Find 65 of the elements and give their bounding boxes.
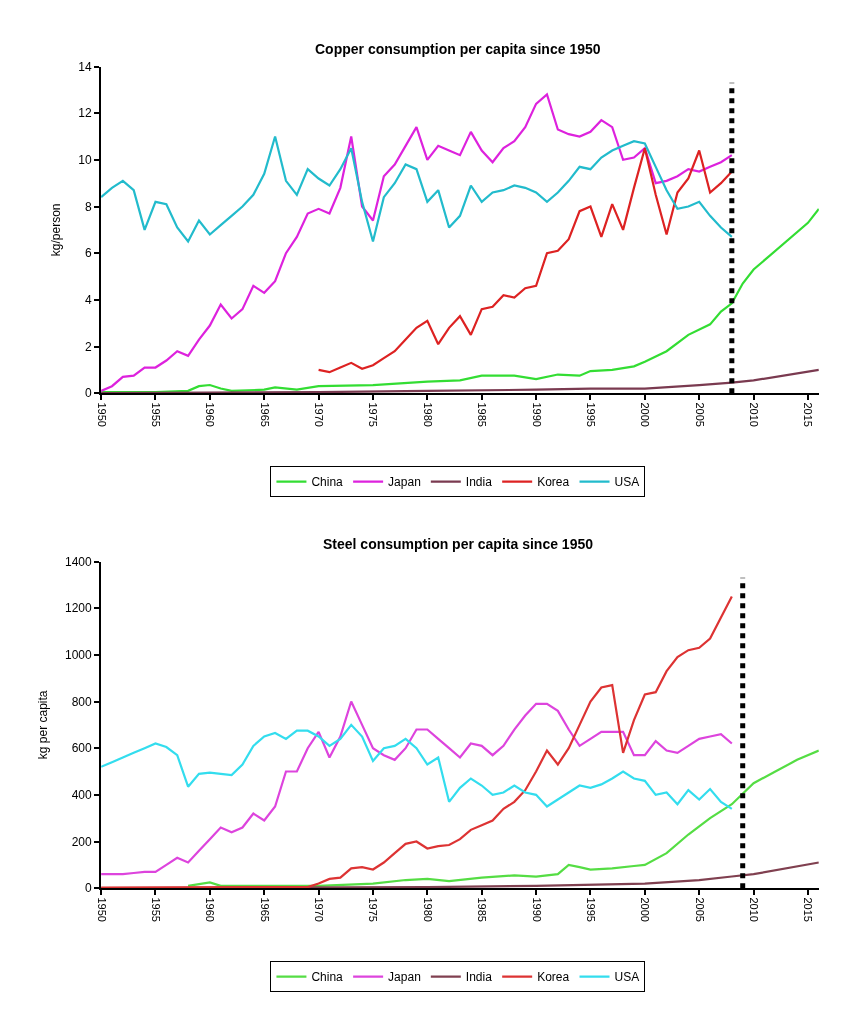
y-tick-label: 2 <box>85 339 93 354</box>
x-tick-label: 1985 <box>476 897 489 922</box>
x-tick-label: 2000 <box>639 402 652 427</box>
legend-label: India <box>465 475 493 490</box>
y-tick-label: 0 <box>85 386 93 401</box>
y-tick-label: 1200 <box>65 601 93 616</box>
x-tick-label: 1970 <box>313 402 326 427</box>
y-tick-label: 1000 <box>65 648 93 663</box>
x-tick-label: 2005 <box>693 897 706 922</box>
legend-label: USA <box>614 970 640 985</box>
y-axis-title: kg/person <box>49 203 64 257</box>
legend-label: Korea <box>537 475 570 490</box>
y-tick-label: 10 <box>78 153 93 168</box>
x-tick-label: 1950 <box>95 402 108 427</box>
x-tick-label: 1950 <box>95 897 108 922</box>
legend-label: China <box>311 475 344 490</box>
y-tick-label: 400 <box>71 788 93 803</box>
x-tick-label: 1975 <box>367 402 380 427</box>
y-tick-label: 6 <box>85 246 93 261</box>
x-tick-label: 2010 <box>748 897 761 922</box>
x-tick-label: 1970 <box>313 897 326 922</box>
y-tick-label: 12 <box>78 106 93 121</box>
x-tick-label: 1965 <box>258 897 271 922</box>
x-tick-label: 1955 <box>149 897 162 922</box>
x-tick-label: 1960 <box>204 897 217 922</box>
line-series <box>101 595 733 889</box>
x-tick-label: 1990 <box>530 897 543 922</box>
y-tick-label: 4 <box>85 293 93 308</box>
y-tick-label: 200 <box>71 834 93 849</box>
x-tick-label: 1995 <box>584 897 597 922</box>
line-series <box>101 93 733 392</box>
x-tick-label: 1990 <box>530 402 543 427</box>
x-tick-label: 1955 <box>149 402 162 427</box>
y-tick-label: 800 <box>71 694 93 709</box>
y-tick-label: 0 <box>85 881 93 896</box>
line-series <box>101 135 733 243</box>
legend-label: China <box>311 970 344 985</box>
legend-label: Japan <box>388 475 421 490</box>
line-series <box>187 749 819 887</box>
legend-label: Korea <box>537 970 570 985</box>
legend-label: Japan <box>388 970 421 985</box>
line-series <box>101 700 733 876</box>
y-tick-label: 1400 <box>65 554 93 569</box>
x-tick-label: 1995 <box>584 402 597 427</box>
x-tick-label: 2015 <box>802 897 815 922</box>
legend-label: USA <box>614 475 640 490</box>
x-tick-label: 1965 <box>258 402 271 427</box>
x-tick-label: 2005 <box>693 402 706 427</box>
x-tick-label: 1975 <box>367 897 380 922</box>
chart-title: Copper consumption per capita since 1950 <box>315 41 601 57</box>
x-tick-label: 1985 <box>476 402 489 427</box>
line-series <box>317 147 733 374</box>
y-axis-title: kg per capita <box>35 690 50 760</box>
x-tick-label: 2010 <box>748 402 761 427</box>
chart-title: Steel consumption per capita since 1950 <box>323 536 594 552</box>
x-tick-label: 1980 <box>421 402 434 427</box>
x-tick-label: 1960 <box>204 402 217 427</box>
x-tick-label: 1980 <box>421 897 434 922</box>
x-tick-label: 2000 <box>639 897 652 922</box>
line-series <box>101 723 733 810</box>
y-tick-label: 8 <box>85 199 93 214</box>
y-tick-label: 14 <box>78 59 93 74</box>
x-tick-label: 2015 <box>802 402 815 427</box>
y-tick-label: 600 <box>71 741 93 756</box>
legend-label: India <box>465 970 493 985</box>
